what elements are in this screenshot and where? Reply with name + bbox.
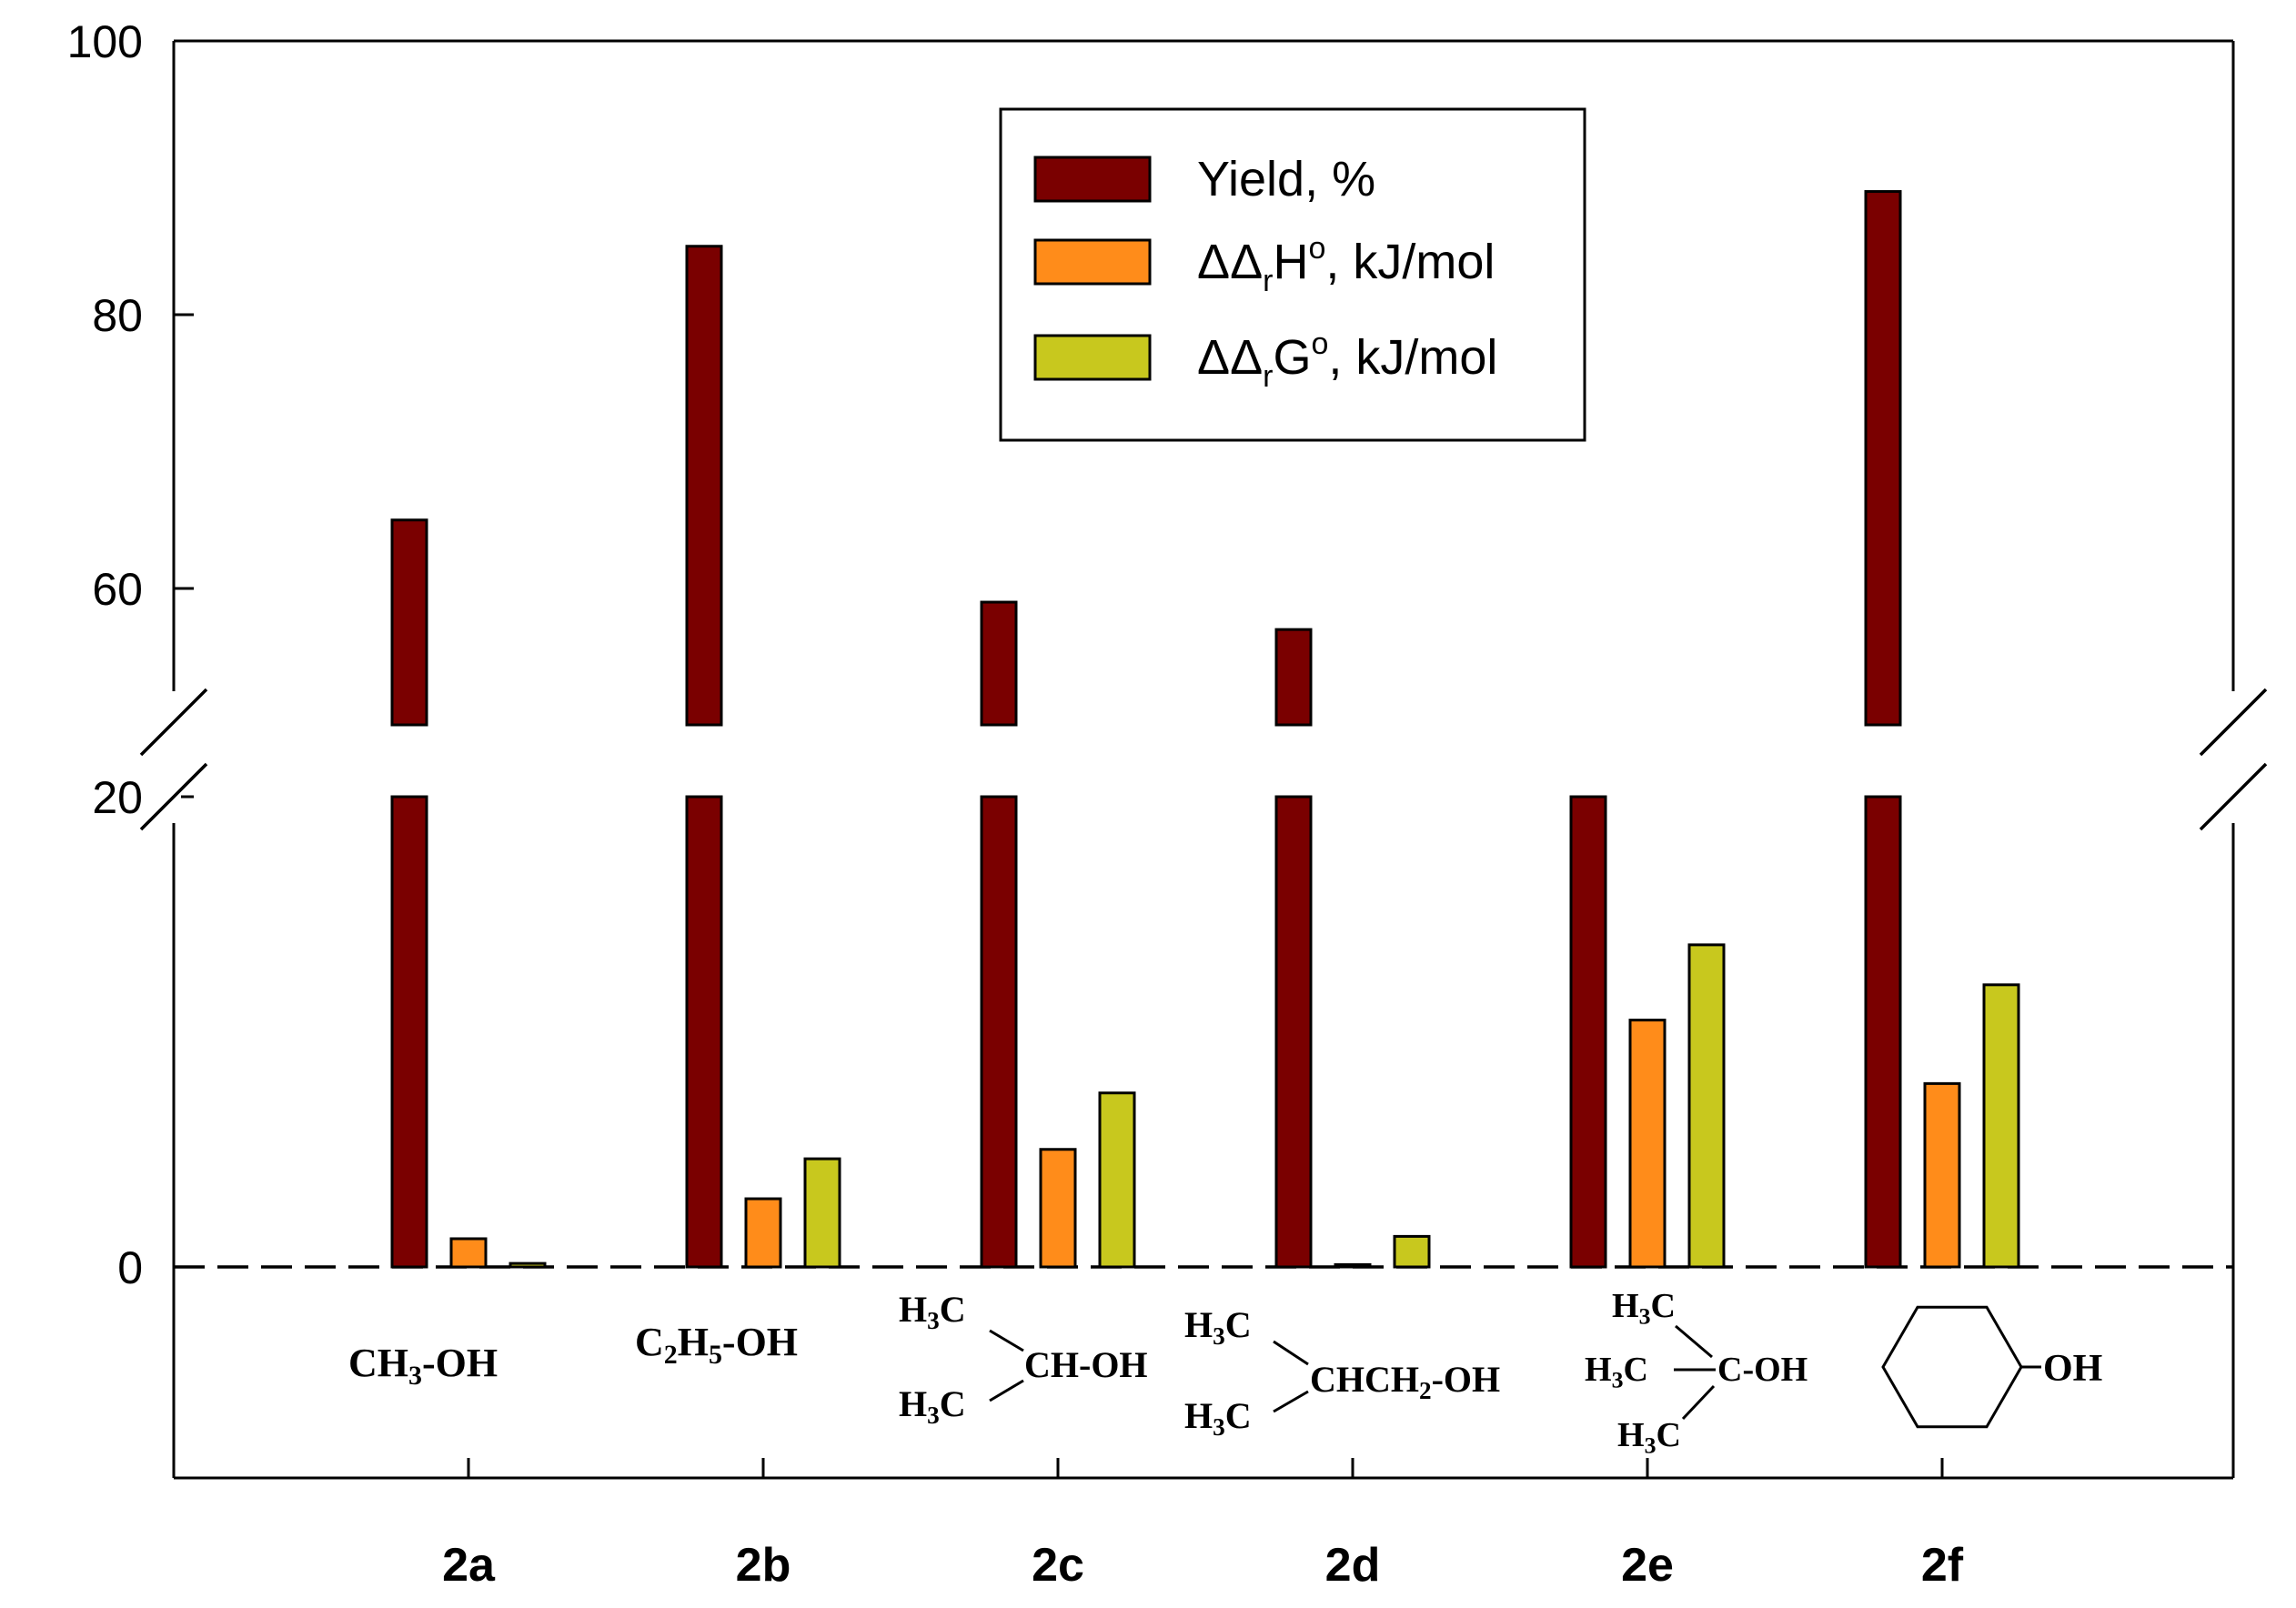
bar-delta-g [803,1157,841,1269]
bar-delta-g [1393,1234,1431,1269]
x-tick-label: 2b [736,1539,791,1592]
structure-2e-coh: C-OH [1717,1351,1808,1389]
x-tick-label: 2e [1621,1539,1674,1592]
structure-2e-ch3-top: H3C [1612,1287,1676,1330]
x-tick-label: 2f [1921,1539,1964,1592]
bar-delta-h [1628,1019,1667,1269]
cyclohexane-ring [1881,1305,2023,1429]
bar-yield [1569,795,1607,1269]
y-tick-label: 20 [92,772,143,823]
structure-2e-ch3-middle: H3C [1585,1351,1648,1393]
y-tick-label: 80 [92,290,143,341]
structure-2d-chain: CHCH2-OH [1310,1359,1500,1404]
bond [989,1329,1024,1352]
bar-delta-h [1334,1262,1372,1269]
legend: Yield, % ΔΔrHo, kJ/mol ΔΔrGo, kJ/mol [999,107,1586,442]
y-tick-label: 100 [67,16,143,67]
bar-yield-upper [390,518,428,727]
bars [390,190,2020,1269]
x-tick-label: 2d [1325,1539,1381,1592]
bar-delta-h [1923,1081,1961,1269]
bond [989,1379,1024,1402]
left-break-slash [139,762,208,831]
legend-swatch [1033,238,1152,286]
molecule-structure-labels: CH3-OH C2H5-OH H3C H3C CH-OH H3C H3C CHCH2-OH H3… [348,1287,2102,1459]
bar-delta-g [509,1261,547,1269]
bar-yield-lower [685,795,723,1269]
bar-delta-g [1098,1091,1136,1269]
legend-entry: Yield, % [1197,152,1375,206]
bond [1273,1340,1309,1366]
x-tick-label: 2a [442,1539,496,1592]
bar-yield-upper [1274,628,1313,727]
structure-2b: C2H5-OH [635,1320,798,1370]
structure-2d-ch3-bottom: H3C [1184,1395,1252,1441]
bar-yield-upper [685,245,723,727]
bar-yield-lower [1864,795,1902,1269]
right-break-slash [2199,762,2268,831]
y-tick-label: 0 [117,1242,143,1293]
bar-delta-h [744,1197,782,1269]
legend-entry: ΔΔrGo, kJ/mol [1197,327,1497,394]
right-break-slash [2199,688,2268,757]
legend-swatch [1033,334,1152,381]
bar-yield-lower [980,795,1018,1269]
structure-2c-ch3-bottom: H3C [899,1383,966,1429]
bar-delta-h [1039,1148,1077,1269]
bar-yield-lower [1274,795,1313,1269]
structure-2a: CH3-OH [348,1341,498,1391]
legend-swatch [1033,156,1152,203]
bar-delta-h [449,1237,488,1269]
bar-delta-g [1687,943,1726,1269]
left-break-slash [139,688,208,757]
structure-2f-oh: OH [2043,1348,2102,1390]
bond [1681,1384,1716,1421]
structure-2c-ch3-top: H3C [899,1289,966,1334]
axis-break-marks [139,688,2268,831]
bond [1675,1324,1713,1359]
legend-entry: ΔΔrHo, kJ/mol [1197,231,1495,298]
structure-2c-choh: CH-OH [1024,1344,1148,1385]
x-tick-label: 2c [1032,1539,1084,1592]
bar-yield-upper [1864,190,1902,727]
bond [1273,1390,1309,1413]
y-tick-label: 60 [92,564,143,615]
bar-yield-lower [390,795,428,1269]
structure-2d-ch3-top: H3C [1184,1304,1252,1350]
bar-yield-upper [980,600,1018,727]
bar-delta-g [1982,983,2020,1269]
structure-2e-ch3-bottom: H3C [1617,1416,1681,1459]
